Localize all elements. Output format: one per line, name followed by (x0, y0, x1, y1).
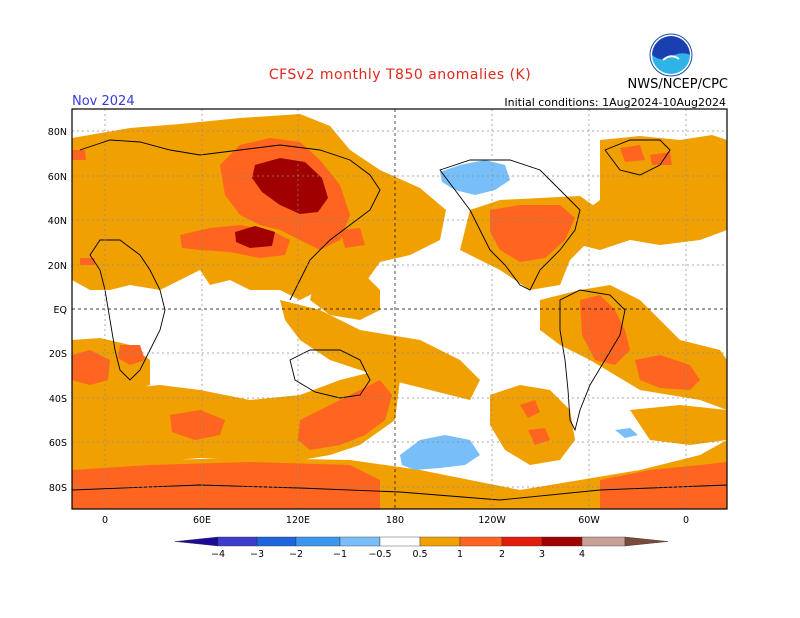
colorbar-swatch (379, 536, 421, 547)
colorbar-swatch (624, 536, 669, 547)
colorbar-swatch (174, 536, 219, 547)
colorbar-swatch (419, 536, 461, 547)
colorbar-swatch (581, 536, 626, 547)
map-title: CFSv2 monthly T850 anomalies (K) (268, 67, 532, 83)
colorbar-swatch (501, 536, 543, 547)
lon-label: 60W (578, 515, 600, 526)
colorbar-swatch (339, 536, 381, 547)
lat-label: 20S (49, 349, 67, 360)
lat-label: 60N (48, 172, 67, 183)
colorbar (174, 536, 669, 547)
coastlines (72, 139, 727, 501)
lat-label: 80N (48, 127, 67, 138)
lon-label: 0 (683, 515, 689, 526)
lon-label: 120W (478, 515, 506, 526)
colorbar-swatch (541, 536, 583, 547)
colorbar-label: 3 (539, 549, 545, 560)
lat-label: 20N (48, 261, 67, 272)
lat-label: 40N (48, 216, 67, 227)
colorbar-labels: −4 −3 −2 −1 −0.5 0.5 1 2 3 4 (211, 549, 585, 560)
lat-label: 40S (49, 394, 67, 405)
colorbar-swatch (459, 536, 503, 547)
colorbar-label: −1 (333, 549, 347, 560)
forecast-month: Nov 2024 (72, 94, 135, 109)
agency-label: NWS/NCEP/CPC (627, 77, 728, 92)
lon-label: 180 (386, 515, 404, 526)
colorbar-swatch (217, 536, 258, 547)
initial-conditions: Initial conditions: 1Aug2024-10Aug2024 (504, 96, 726, 109)
noaa-logo-icon (649, 33, 693, 77)
lat-label: 80S (49, 483, 67, 494)
latitude-labels: 80N 60N 40N 20N EQ 20S 40S 60S 80S (48, 127, 67, 494)
longitude-labels: 0 60E 120E 180 120W 60W 0 (102, 515, 689, 526)
graticule (72, 109, 727, 509)
colorbar-label: 2 (499, 549, 505, 560)
colorbar-label: −0.5 (368, 549, 391, 560)
lon-label: 0 (102, 515, 108, 526)
anomaly-contour-blue (400, 160, 638, 470)
colorbar-label: −3 (250, 549, 264, 560)
colorbar-label: 0.5 (412, 549, 427, 560)
lat-label: EQ (54, 305, 67, 316)
lat-label: 60S (49, 438, 67, 449)
colorbar-label: −4 (211, 549, 225, 560)
colorbar-label: 4 (579, 549, 585, 560)
anomaly-contour-darkred (235, 158, 328, 248)
colorbar-label: −2 (289, 549, 303, 560)
colorbar-swatch (256, 536, 297, 547)
lon-label: 60E (193, 515, 211, 526)
colorbar-label: 1 (457, 549, 463, 560)
lon-label: 120E (286, 515, 310, 526)
colorbar-swatch (295, 536, 341, 547)
map-frame (71, 108, 728, 510)
